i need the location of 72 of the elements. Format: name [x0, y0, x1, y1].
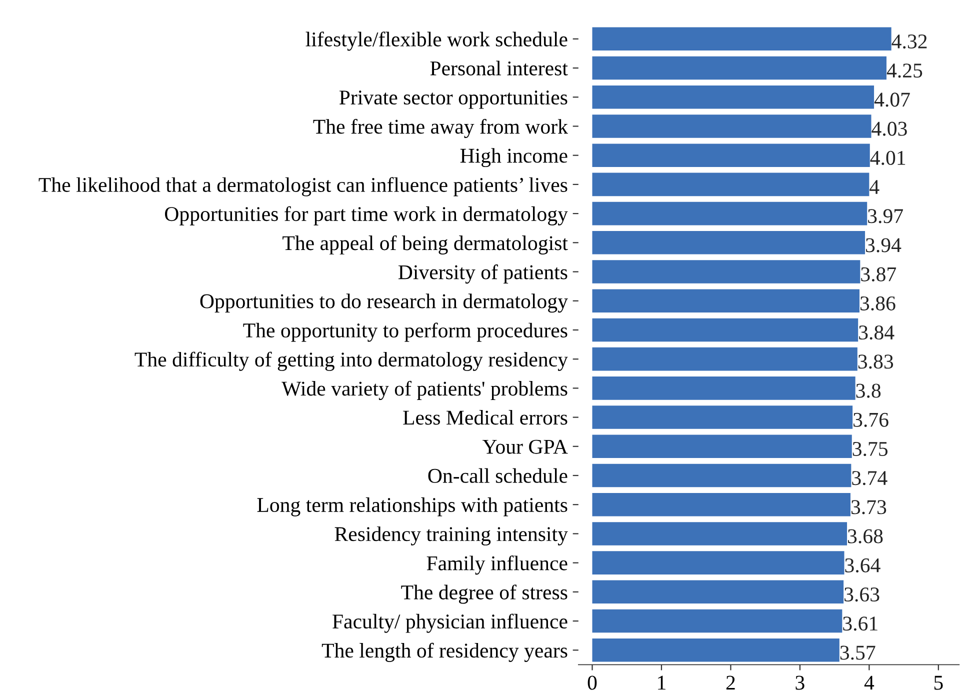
data-label: 4.07 [874, 92, 910, 107]
y-tick-label: The opportunity to perform procedures [243, 322, 568, 342]
y-tick-label: Wide variety of patients' problems [282, 380, 568, 400]
y-tick-label: The degree of stress [401, 584, 568, 604]
data-label: 3.76 [854, 412, 888, 427]
y-tick-label: Family influence [426, 555, 568, 575]
y-tick-label: On-call schedule [428, 468, 568, 483]
y-tick-label: Opportunities for part time work in dermatology [164, 206, 568, 226]
y-tick-label: Long term relationships with patients [257, 497, 568, 516]
y-tick-label: Residency training intensity [334, 526, 568, 546]
data-label: 3.63 [844, 587, 880, 602]
bar [592, 289, 860, 313]
x-tick-label: 5 [934, 676, 943, 690]
bar [592, 522, 848, 546]
data-label: 3.8 [856, 384, 881, 398]
x-tick-label: 2 [726, 676, 735, 690]
bar [592, 231, 866, 254]
data-label: 4.25 [886, 64, 922, 78]
bar [592, 172, 870, 196]
data-label: 4.32 [892, 34, 927, 49]
bar [592, 347, 858, 371]
y-tick-label: The free time away from work [313, 118, 568, 138]
bar [592, 260, 860, 284]
data-label: 4.03 [872, 122, 907, 136]
data-label: 3.97 [868, 209, 903, 224]
data-label: 3.64 [845, 558, 880, 572]
y-tick-label: Less Medical errors [403, 410, 568, 425]
y-tick-label: Private sector opportunities [339, 90, 568, 109]
bar [592, 318, 858, 342]
data-label: 3.75 [852, 442, 888, 456]
bar [592, 27, 892, 51]
data-label: 4.01 [870, 150, 906, 166]
bar [592, 638, 840, 662]
data-label: 3.87 [861, 267, 896, 282]
x-tick-label: 1 [658, 676, 666, 690]
y-tick-label: Opportunities to do research in dermatology [200, 294, 568, 313]
x-tick-label: 0 [588, 676, 597, 690]
y-tick-label: The appeal of being dermatologist [282, 235, 568, 254]
bar [592, 85, 874, 109]
bar [592, 492, 850, 516]
y-tick-label: High income [460, 148, 568, 168]
bar [592, 551, 844, 574]
y-tick-label: The length of residency years [322, 642, 568, 662]
data-label: 3.84 [859, 325, 894, 340]
x-tick-label: 4 [864, 676, 874, 690]
bar [592, 434, 852, 458]
bar [592, 464, 852, 488]
bar [592, 144, 870, 167]
bar [592, 376, 856, 400]
data-label: 3.83 [858, 354, 894, 369]
data-label: 3.86 [860, 296, 896, 311]
y-tick-label: The likelihood that a dermatologist can influence patients’ lives [38, 177, 568, 196]
bar [592, 609, 842, 633]
y-tick-label: Faculty/ physician influence [332, 614, 568, 633]
y-tick-label: Personal interest [430, 60, 568, 76]
bar [592, 114, 872, 138]
data-label: 4 [870, 180, 880, 194]
y-tick-label: Diversity of patients [398, 264, 568, 284]
bar [592, 56, 886, 80]
data-label: 3.57 [840, 646, 876, 660]
data-label: 3.73 [851, 500, 886, 514]
y-tick-label: The difficulty of getting into dermatology residency [134, 352, 568, 371]
y-tick-label: lifestyle/flexible work schedule [306, 32, 568, 51]
data-label: 3.94 [866, 238, 902, 252]
x-tick-label: 3 [796, 676, 804, 690]
bar [592, 202, 868, 226]
bar [592, 580, 844, 604]
data-label: 3.68 [848, 529, 883, 544]
data-label: 3.74 [852, 471, 888, 486]
data-label: 3.61 [843, 616, 878, 631]
bar [592, 406, 853, 429]
y-tick-label: Your GPA [482, 440, 568, 454]
